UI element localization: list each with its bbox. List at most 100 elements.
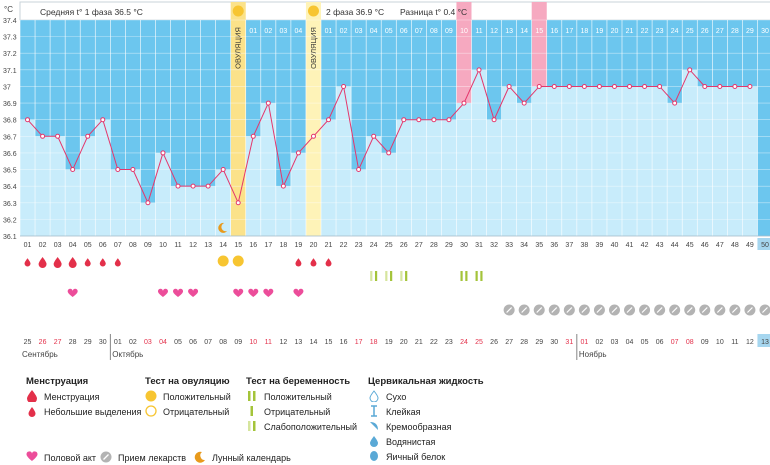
luteal-day-label: 09	[445, 28, 453, 35]
cycle-day-label: 14	[219, 242, 227, 249]
temp-column	[727, 86, 743, 236]
calendar-date: 27	[54, 339, 62, 346]
temp-column	[606, 86, 622, 236]
luteal-day-label: 13	[505, 28, 513, 35]
calendar-date: 19	[385, 339, 393, 346]
temp-column	[275, 186, 291, 236]
calendar-date: 02	[129, 339, 137, 346]
luteal-day-label: 22	[641, 28, 649, 35]
cycle-day-label: 36	[550, 242, 558, 249]
pregnancy-test-icon	[405, 271, 408, 281]
calendar-date: 25	[475, 339, 483, 346]
luteal-day-label: 04	[295, 28, 303, 35]
cycle-day-label: 46	[701, 242, 709, 249]
temperature-point	[235, 200, 241, 206]
temperature-point	[657, 83, 663, 89]
cycle-day-label: 12	[189, 242, 197, 249]
medication-pill-mark	[701, 307, 708, 313]
calendar-date: 15	[325, 339, 333, 346]
luteal-day-label: 16	[550, 28, 558, 35]
month-label: Ноябрь	[579, 350, 607, 359]
highlight-header	[531, 2, 547, 20]
cycle-day-label: 41	[626, 242, 634, 249]
phase2-header: 2 фаза 36.9 °C	[326, 7, 384, 17]
temperature-point	[115, 167, 121, 173]
cycle-day-label: 03	[54, 242, 62, 249]
light-bleeding-drop-icon	[84, 258, 91, 267]
cycle-day-label: 02	[39, 242, 47, 249]
calendar-date: 26	[490, 339, 498, 346]
legend-cervical-title: Цервикальная жидкость	[368, 376, 484, 387]
cycle-day-label: 33	[505, 242, 513, 249]
temperature-point	[732, 83, 738, 89]
cycle-day-label: 19	[295, 242, 303, 249]
temp-column	[712, 86, 728, 236]
temp-column	[411, 119, 427, 236]
temperature-point	[40, 133, 46, 139]
calendar-date: 10	[249, 339, 257, 346]
sun-filled-icon	[145, 390, 157, 404]
legend-watery: Водянистая	[368, 435, 435, 449]
temp-column	[531, 86, 547, 236]
temperature-point	[506, 83, 512, 89]
luteal-day-label: 25	[686, 28, 694, 35]
temperature-point	[551, 83, 557, 89]
y-tick-label: 36.3	[3, 201, 17, 208]
sun-outline-icon	[145, 405, 157, 419]
temperature-point	[702, 83, 708, 89]
creamy-icon	[368, 420, 380, 434]
legend-eggwhite: Яичный белок	[368, 450, 445, 464]
y-tick-label: 37.3	[3, 35, 17, 42]
legend-pregnancy-title: Тест на беременность	[246, 376, 351, 387]
cycle-day-label: 43	[656, 242, 664, 249]
temperature-point	[100, 117, 106, 123]
luteal-day-label: 01	[325, 28, 333, 35]
medication-pill-mark	[671, 307, 678, 313]
calendar-date: 24	[460, 339, 468, 346]
luteal-day-label: 30	[761, 28, 769, 35]
luteal-day-label: 17	[565, 28, 573, 35]
legend-ovulation-title: Тест на овуляцию	[145, 376, 230, 387]
cycle-day-label: 06	[99, 242, 107, 249]
cycle-day-label: 28	[430, 242, 438, 249]
temperature-point	[611, 83, 617, 89]
temp-column	[426, 119, 442, 236]
calendar-date: 21	[415, 339, 423, 346]
luteal-day-label: 20	[611, 28, 619, 35]
moon-icon	[218, 222, 228, 233]
ov-test-negative-icon	[217, 255, 229, 267]
temp-column	[697, 86, 713, 236]
luteal-day-label: 10	[460, 28, 468, 35]
temp-column	[486, 119, 502, 236]
cycle-day-label: 18	[279, 242, 287, 249]
cycle-day-label: 09	[144, 242, 152, 249]
medication-pill-mark	[762, 307, 768, 313]
temperature-point	[371, 133, 377, 139]
cycle-day-label: 15	[234, 242, 242, 249]
calendar-date: 25	[24, 339, 32, 346]
cycle-day-label: 38	[580, 242, 588, 249]
luteal-day-label: 03	[355, 28, 363, 35]
ovulation-sun-icon	[307, 5, 319, 17]
light-bleeding-drop-icon	[325, 258, 332, 267]
pregnancy-test-icon	[374, 271, 378, 281]
calendar-date: 05	[641, 339, 649, 346]
temperature-point	[717, 83, 723, 89]
ov-test-positive-icon	[232, 255, 244, 267]
calendar-date: 07	[671, 339, 679, 346]
calendar-date: 12	[746, 339, 754, 346]
cycle-day-label: 29	[445, 242, 453, 249]
cycle-day-label: 31	[475, 242, 483, 249]
temperature-point	[265, 100, 271, 106]
legend-creamy: Кремообразная	[368, 420, 452, 434]
ovulation-column	[230, 2, 246, 236]
cycle-day-label: 25	[385, 242, 393, 249]
pregnancy-test-icon	[465, 271, 468, 281]
medication-pill-mark	[641, 307, 648, 313]
temp-column	[290, 152, 306, 236]
luteal-day-label: 23	[656, 28, 664, 35]
cycle-day-label: 21	[325, 242, 333, 249]
cycle-day-label: 32	[490, 242, 498, 249]
luteal-day-label: 19	[596, 28, 604, 35]
calendar-date: 31	[565, 339, 573, 346]
